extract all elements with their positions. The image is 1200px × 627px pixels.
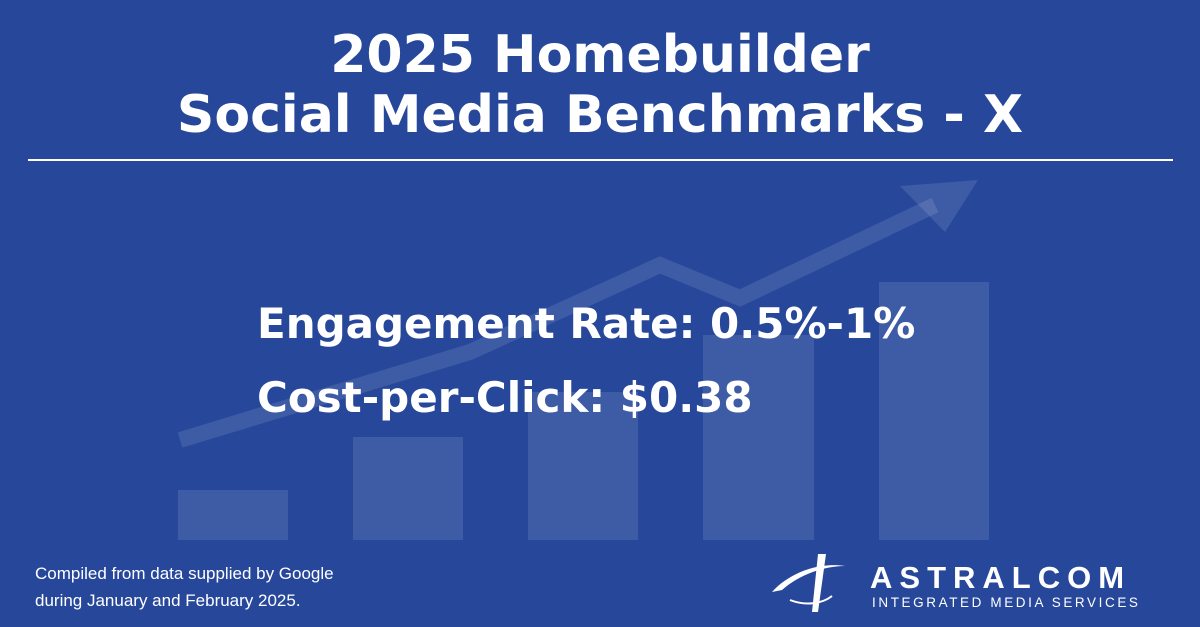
logo: ASTRALCOM INTEGRATED MEDIA SERVICES <box>772 554 1141 612</box>
footnote: during January and February 2025. <box>35 591 301 610</box>
title-line: Social Media Benchmarks - X <box>177 85 1023 145</box>
logo-tagline: INTEGRATED MEDIA SERVICES <box>872 595 1141 610</box>
footnote: Compiled from data supplied by Google <box>35 564 334 583</box>
title-line: 2025 Homebuilder <box>330 25 870 85</box>
metric: Engagement Rate: 0.5%-1% <box>257 299 915 348</box>
decor-arrow <box>177 180 978 448</box>
decor-bar <box>528 392 638 540</box>
logo-swoosh <box>772 565 845 592</box>
decor-arrow-head <box>900 180 978 232</box>
decor-bar <box>703 335 814 540</box>
logo-swoosh <box>789 595 833 605</box>
decor-bar <box>353 437 463 540</box>
logo-mark <box>812 554 826 612</box>
decor-arrow-line <box>177 197 939 448</box>
decor-bar <box>178 490 288 540</box>
metric: Cost-per-Click: $0.38 <box>257 373 753 422</box>
logo-name: ASTRALCOM <box>870 560 1131 595</box>
decor-bar <box>879 282 989 540</box>
decor-bars <box>178 282 989 540</box>
